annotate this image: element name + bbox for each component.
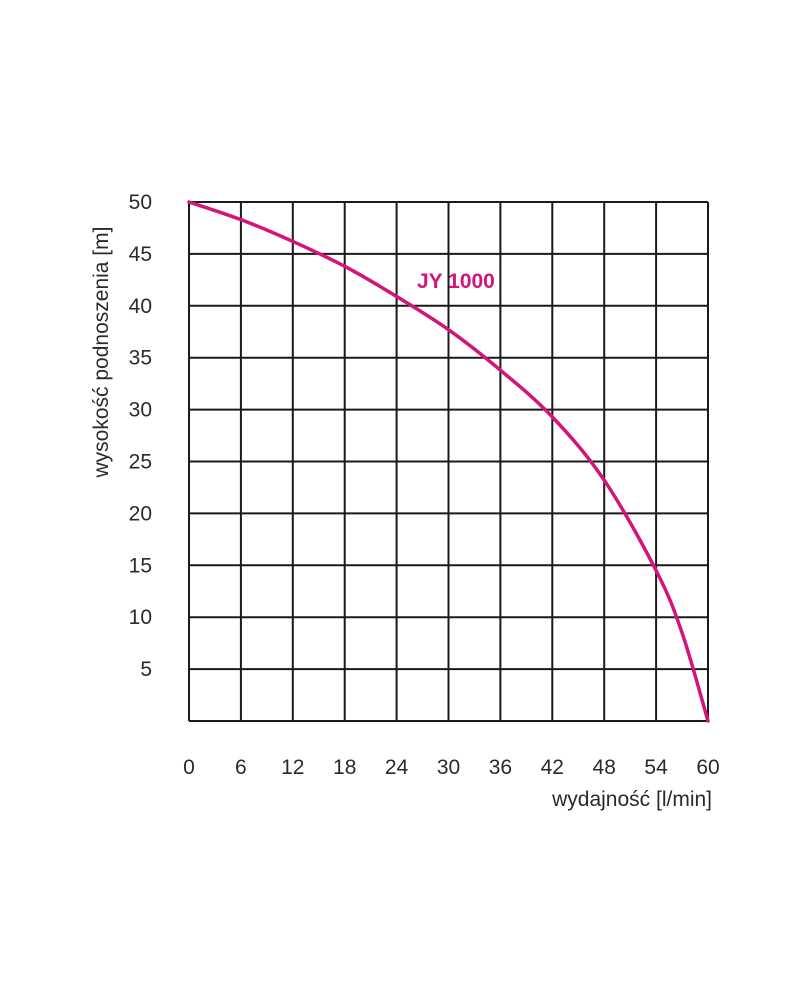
x-tick-label: 12	[281, 756, 304, 779]
y-tick-label: 50	[129, 191, 152, 214]
y-tick-label: 40	[129, 295, 152, 318]
y-tick-label: 35	[129, 347, 152, 370]
x-tick-label: 24	[385, 756, 409, 779]
y-tick-label: 15	[129, 554, 152, 577]
x-tick-label: 18	[333, 756, 356, 779]
y-tick-label: 30	[129, 399, 152, 422]
x-tick-label: 42	[541, 756, 564, 779]
series-label-jy-1000: JY 1000	[417, 270, 495, 293]
x-tick-label: 54	[644, 756, 668, 779]
y-tick-label: 20	[129, 502, 152, 525]
x-tick-label: 48	[593, 756, 616, 779]
grid	[188, 201, 709, 722]
y-tick-label: 10	[129, 606, 152, 629]
x-tick-labels: 0 6 12 18 24 30 36 42 48 54 60	[183, 756, 720, 779]
x-tick-label: 6	[235, 756, 247, 779]
y-axis-title: wysokość podnoszenia [m]	[90, 227, 113, 479]
y-tick-label: 5	[140, 658, 152, 681]
x-tick-label: 36	[489, 756, 512, 779]
y-tick-label: 45	[129, 243, 152, 266]
x-tick-label: 30	[437, 756, 460, 779]
x-tick-label: 60	[696, 756, 719, 779]
y-tick-labels: 5 10 15 20 25 30 35 40 45 50	[129, 191, 152, 681]
y-tick-label: 25	[129, 451, 152, 474]
x-tick-label: 0	[183, 756, 195, 779]
series-layer	[187, 200, 710, 723]
x-axis-title: wydajność [l/min]	[551, 788, 712, 811]
series-line-jy-1000	[187, 200, 710, 723]
